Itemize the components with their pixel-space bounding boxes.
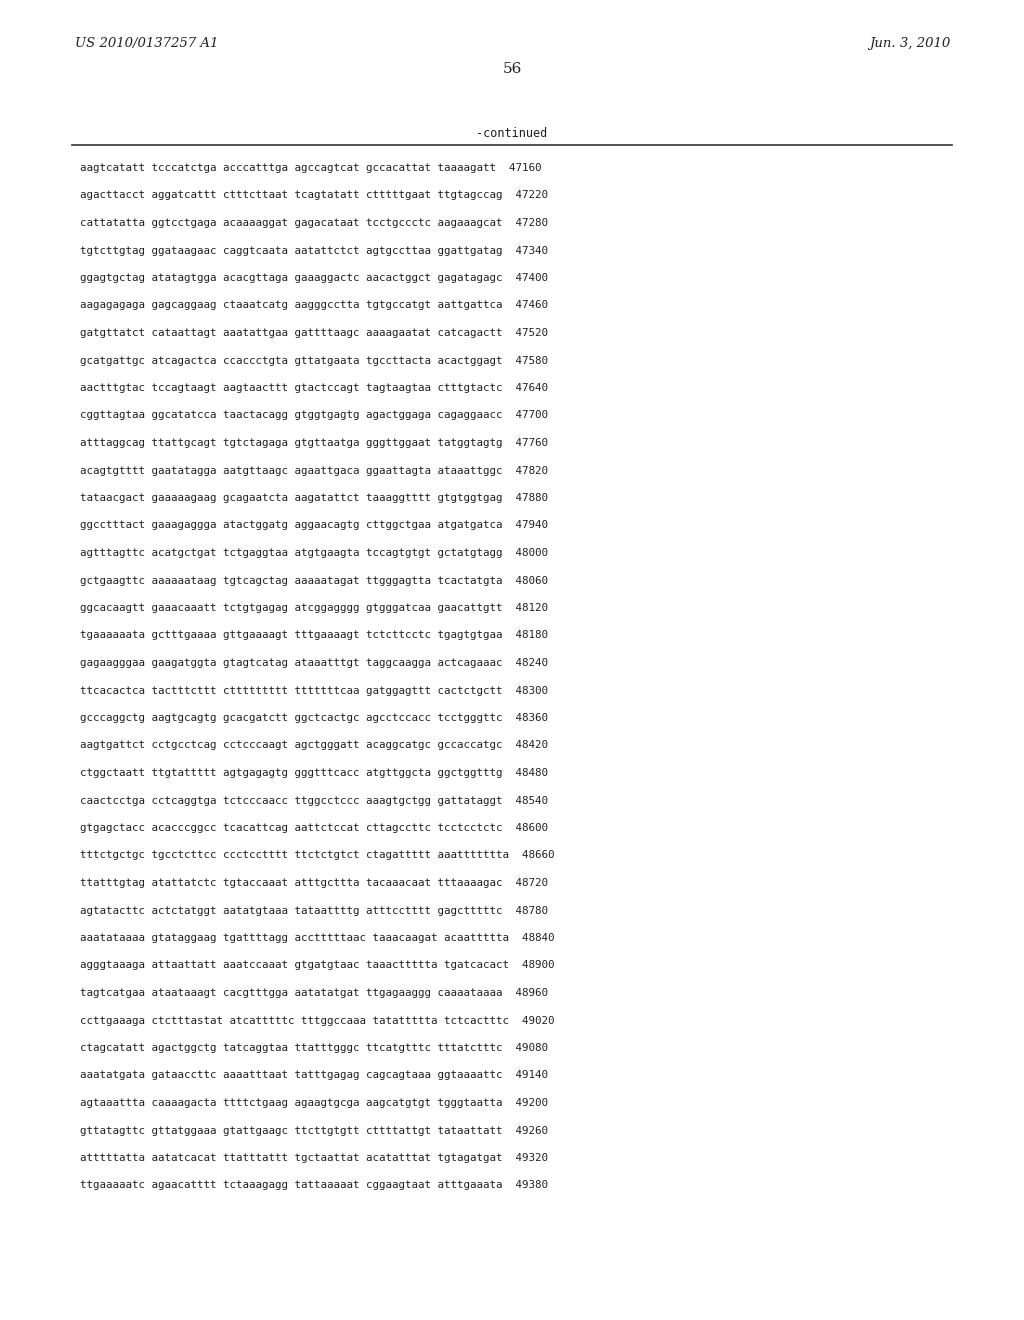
Text: aagtgattct cctgcctcag cctcccaagt agctgggatt acaggcatgc gccaccatgc  48420: aagtgattct cctgcctcag cctcccaagt agctggg… (80, 741, 548, 751)
Text: atttttatta aatatcacat ttatttattt tgctaattat acatatttat tgtagatgat  49320: atttttatta aatatcacat ttatttattt tgctaat… (80, 1152, 548, 1163)
Text: gtgagctacc acacccggcc tcacattcag aattctccat cttagccttc tcctcctctc  48600: gtgagctacc acacccggcc tcacattcag aattctc… (80, 822, 548, 833)
Text: cattatatta ggtcctgaga acaaaaggat gagacataat tcctgccctc aagaaagcat  47280: cattatatta ggtcctgaga acaaaaggat gagacat… (80, 218, 548, 228)
Text: aagagagaga gagcaggaag ctaaatcatg aagggcctta tgtgccatgt aattgattca  47460: aagagagaga gagcaggaag ctaaatcatg aagggcc… (80, 301, 548, 310)
Text: tttctgctgc tgcctcttcc ccctcctttt ttctctgtct ctagattttt aaattttttta  48660: tttctgctgc tgcctcttcc ccctcctttt ttctctg… (80, 850, 555, 861)
Text: gagaagggaa gaagatggta gtagtcatag ataaatttgt taggcaagga actcagaaac  48240: gagaagggaa gaagatggta gtagtcatag ataaatt… (80, 657, 548, 668)
Text: ttatttgtag atattatctc tgtaccaaat atttgcttta tacaaacaat tttaaaagac  48720: ttatttgtag atattatctc tgtaccaaat atttgct… (80, 878, 548, 888)
Text: -continued: -continued (476, 127, 548, 140)
Text: caactcctga cctcaggtga tctcccaacc ttggcctccc aaagtgctgg gattataggt  48540: caactcctga cctcaggtga tctcccaacc ttggcct… (80, 796, 548, 805)
Text: tagtcatgaa ataataaagt cacgtttgga aatatatgat ttgagaaggg caaaataaaa  48960: tagtcatgaa ataataaagt cacgtttgga aatatat… (80, 987, 548, 998)
Text: tgaaaaaata gctttgaaaa gttgaaaagt tttgaaaagt tctcttcctc tgagtgtgaa  48180: tgaaaaaata gctttgaaaa gttgaaaagt tttgaaa… (80, 631, 548, 640)
Text: ggcctttact gaaagaggga atactggatg aggaacagtg cttggctgaa atgatgatca  47940: ggcctttact gaaagaggga atactggatg aggaaca… (80, 520, 548, 531)
Text: ctggctaatt ttgtattttt agtgagagtg gggtttcacc atgttggcta ggctggtttg  48480: ctggctaatt ttgtattttt agtgagagtg gggtttc… (80, 768, 548, 777)
Text: tataacgact gaaaaagaag gcagaatcta aagatattct taaaggtttt gtgtggtgag  47880: tataacgact gaaaaagaag gcagaatcta aagatat… (80, 492, 548, 503)
Text: agtaaattta caaaagacta ttttctgaag agaagtgcga aagcatgtgt tgggtaatta  49200: agtaaattta caaaagacta ttttctgaag agaagtg… (80, 1098, 548, 1107)
Text: aaatatgata gataaccttc aaaatttaat tatttgagag cagcagtaaa ggtaaaattc  49140: aaatatgata gataaccttc aaaatttaat tatttga… (80, 1071, 548, 1081)
Text: gcccaggctg aagtgcagtg gcacgatctt ggctcactgc agcctccacc tcctgggttc  48360: gcccaggctg aagtgcagtg gcacgatctt ggctcac… (80, 713, 548, 723)
Text: ctagcatatt agactggctg tatcaggtaa ttatttgggc ttcatgtttc tttatctttc  49080: ctagcatatt agactggctg tatcaggtaa ttatttg… (80, 1043, 548, 1053)
Text: cggttagtaa ggcatatcca taactacagg gtggtgagtg agactggaga cagaggaacc  47700: cggttagtaa ggcatatcca taactacagg gtggtga… (80, 411, 548, 421)
Text: atttaggcag ttattgcagt tgtctagaga gtgttaatga gggttggaat tatggtagtg  47760: atttaggcag ttattgcagt tgtctagaga gtgttaa… (80, 438, 548, 447)
Text: agtatacttc actctatggt aatatgtaaa tataattttg atttcctttt gagctttttc  48780: agtatacttc actctatggt aatatgtaaa tataatt… (80, 906, 548, 916)
Text: gatgttatct cataattagt aaatattgaa gattttaagc aaaagaatat catcagactt  47520: gatgttatct cataattagt aaatattgaa gatttta… (80, 327, 548, 338)
Text: ttcacactca tactttcttt cttttttttt tttttttcaa gatggagttt cactctgctt  48300: ttcacactca tactttcttt cttttttttt ttttttt… (80, 685, 548, 696)
Text: ggagtgctag atatagtgga acacgttaga gaaaggactc aacactggct gagatagagc  47400: ggagtgctag atatagtgga acacgttaga gaaagga… (80, 273, 548, 282)
Text: tgtcttgtag ggataagaac caggtcaata aatattctct agtgccttaa ggattgatag  47340: tgtcttgtag ggataagaac caggtcaata aatattc… (80, 246, 548, 256)
Text: gttatagttc gttatggaaa gtattgaagc ttcttgtgtt cttttattgt tataattatt  49260: gttatagttc gttatggaaa gtattgaagc ttcttgt… (80, 1126, 548, 1135)
Text: US 2010/0137257 A1: US 2010/0137257 A1 (75, 37, 218, 50)
Text: gctgaagttc aaaaaataag tgtcagctag aaaaatagat ttgggagtta tcactatgta  48060: gctgaagttc aaaaaataag tgtcagctag aaaaata… (80, 576, 548, 586)
Text: agtttagttc acatgctgat tctgaggtaa atgtgaagta tccagtgtgt gctatgtagg  48000: agtttagttc acatgctgat tctgaggtaa atgtgaa… (80, 548, 548, 558)
Text: aagtcatatt tcccatctga acccatttga agccagtcat gccacattat taaaagatt  47160: aagtcatatt tcccatctga acccatttga agccagt… (80, 162, 542, 173)
Text: ggcacaagtt gaaacaaatt tctgtgagag atcggagggg gtgggatcaa gaacattgtt  48120: ggcacaagtt gaaacaaatt tctgtgagag atcggag… (80, 603, 548, 612)
Text: aaatataaaa gtataggaag tgattttagg acctttttaac taaacaagat acaattttta  48840: aaatataaaa gtataggaag tgattttagg acctttt… (80, 933, 555, 942)
Text: agggtaaaga attaattatt aaatccaaat gtgatgtaac taaacttttta tgatcacact  48900: agggtaaaga attaattatt aaatccaaat gtgatgt… (80, 961, 555, 970)
Text: aactttgtac tccagtaagt aagtaacttt gtactccagt tagtaagtaa ctttgtactc  47640: aactttgtac tccagtaagt aagtaacttt gtactcc… (80, 383, 548, 393)
Text: 56: 56 (503, 62, 521, 77)
Text: agacttacct aggatcattt ctttcttaat tcagtatatt ctttttgaat ttgtagccag  47220: agacttacct aggatcattt ctttcttaat tcagtat… (80, 190, 548, 201)
Text: ccttgaaaga ctctttastat atcatttttc tttggccaaa tatattttta tctcactttc  49020: ccttgaaaga ctctttastat atcatttttc tttggc… (80, 1015, 555, 1026)
Text: Jun. 3, 2010: Jun. 3, 2010 (868, 37, 950, 50)
Text: acagtgtttt gaatatagga aatgttaagc agaattgaca ggaattagta ataaattggc  47820: acagtgtttt gaatatagga aatgttaagc agaattg… (80, 466, 548, 475)
Text: ttgaaaaatc agaacatttt tctaaagagg tattaaaaat cggaagtaat atttgaaata  49380: ttgaaaaatc agaacatttt tctaaagagg tattaaa… (80, 1180, 548, 1191)
Text: gcatgattgc atcagactca ccaccctgta gttatgaata tgccttacta acactggagt  47580: gcatgattgc atcagactca ccaccctgta gttatga… (80, 355, 548, 366)
